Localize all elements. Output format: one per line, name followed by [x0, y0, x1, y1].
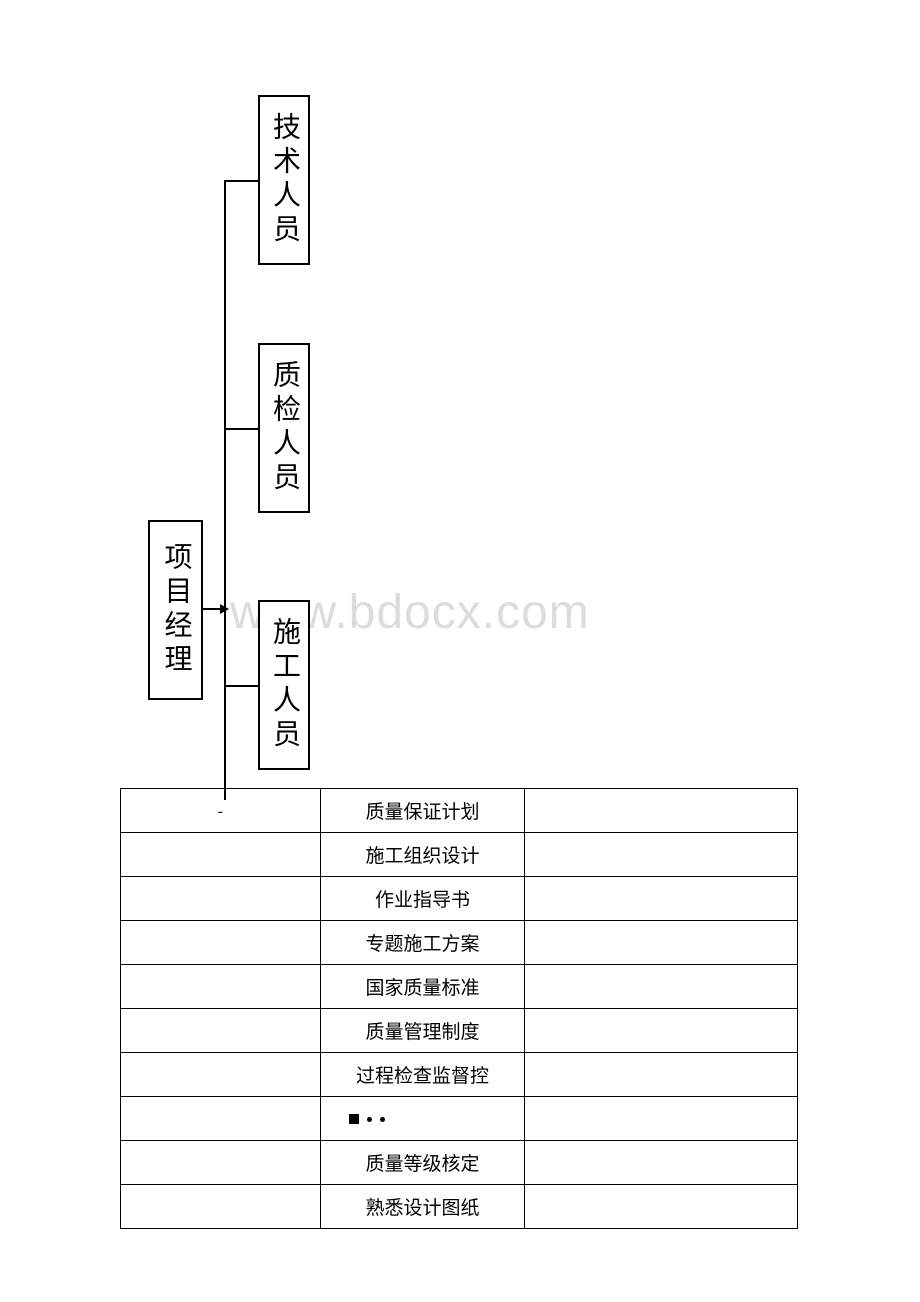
connector-line [224, 428, 258, 430]
org-child-label-2: 质检人员 [264, 360, 304, 496]
table-row: 质量等级核定 [121, 1141, 798, 1185]
table-row: 专题施工方案 [121, 921, 798, 965]
table-cell-left [121, 1009, 321, 1053]
table-cell-mid: 熟悉设计图纸 [320, 1185, 525, 1229]
dash-text: - [218, 803, 223, 820]
table-cell-mid [320, 1097, 525, 1141]
org-child-label-1: 技术人员 [264, 112, 304, 248]
document-table: - 质量保证计划施工组织设计作业指导书专题施工方案国家质量标准质量管理制度过程检查… [120, 788, 798, 1229]
table-row: 质量管理制度 [121, 1009, 798, 1053]
org-child-box-1: 技术人员 [258, 95, 310, 265]
table-cell-mid: 质量等级核定 [320, 1141, 525, 1185]
table-cell-mid: 质量管理制度 [320, 1009, 525, 1053]
table-row: 国家质量标准 [121, 965, 798, 1009]
table-cell-left [121, 1141, 321, 1185]
org-child-box-2: 质检人员 [258, 343, 310, 513]
table-cell-right [525, 789, 798, 833]
org-root-box: 项目经理 [148, 520, 203, 700]
table-cell-left [121, 1185, 321, 1229]
table-cell-right [525, 877, 798, 921]
table-row: 施工组织设计 [121, 833, 798, 877]
table-cell-left [121, 877, 321, 921]
table-cell-left [121, 1097, 321, 1141]
org-child-box-3: 施工人员 [258, 600, 310, 770]
table-cell-right [525, 1053, 798, 1097]
table-cell-right [525, 833, 798, 877]
table-row: 作业指导书 [121, 877, 798, 921]
table-cell-left [121, 965, 321, 1009]
table-cell-left [121, 833, 321, 877]
table-cell-left [121, 1053, 321, 1097]
table-cell-right [525, 921, 798, 965]
square-icon [349, 1114, 359, 1124]
table-cell-right [525, 1097, 798, 1141]
table-cell-mid: 国家质量标准 [320, 965, 525, 1009]
table-cell-right [525, 1185, 798, 1229]
table-cell-mid: 质量保证计划 [320, 789, 525, 833]
table-cell-left: - [121, 789, 321, 833]
connector-line [224, 685, 258, 687]
table-row [121, 1097, 798, 1141]
table-cell-right [525, 1141, 798, 1185]
table-row: - 质量保证计划 [121, 789, 798, 833]
org-chart: 项目经理 技术人员 质检人员 施工人员 [148, 95, 328, 775]
table-cell-left [121, 921, 321, 965]
table-cell-right [525, 965, 798, 1009]
connector-line [224, 180, 258, 182]
table-row: 熟悉设计图纸 [121, 1185, 798, 1229]
table-cell-mid: 专题施工方案 [320, 921, 525, 965]
org-root-label: 项目经理 [156, 542, 196, 678]
table-cell-mid: 施工组织设计 [320, 833, 525, 877]
org-child-label-3: 施工人员 [264, 617, 304, 753]
table-cell-mid: 作业指导书 [320, 877, 525, 921]
dot-icon [367, 1117, 372, 1122]
table-row: 过程检查监督控 [121, 1053, 798, 1097]
table-cell-right [525, 1009, 798, 1053]
table-cell-mid: 过程检查监督控 [320, 1053, 525, 1097]
connector-line [224, 180, 226, 800]
dot-icon [380, 1117, 385, 1122]
